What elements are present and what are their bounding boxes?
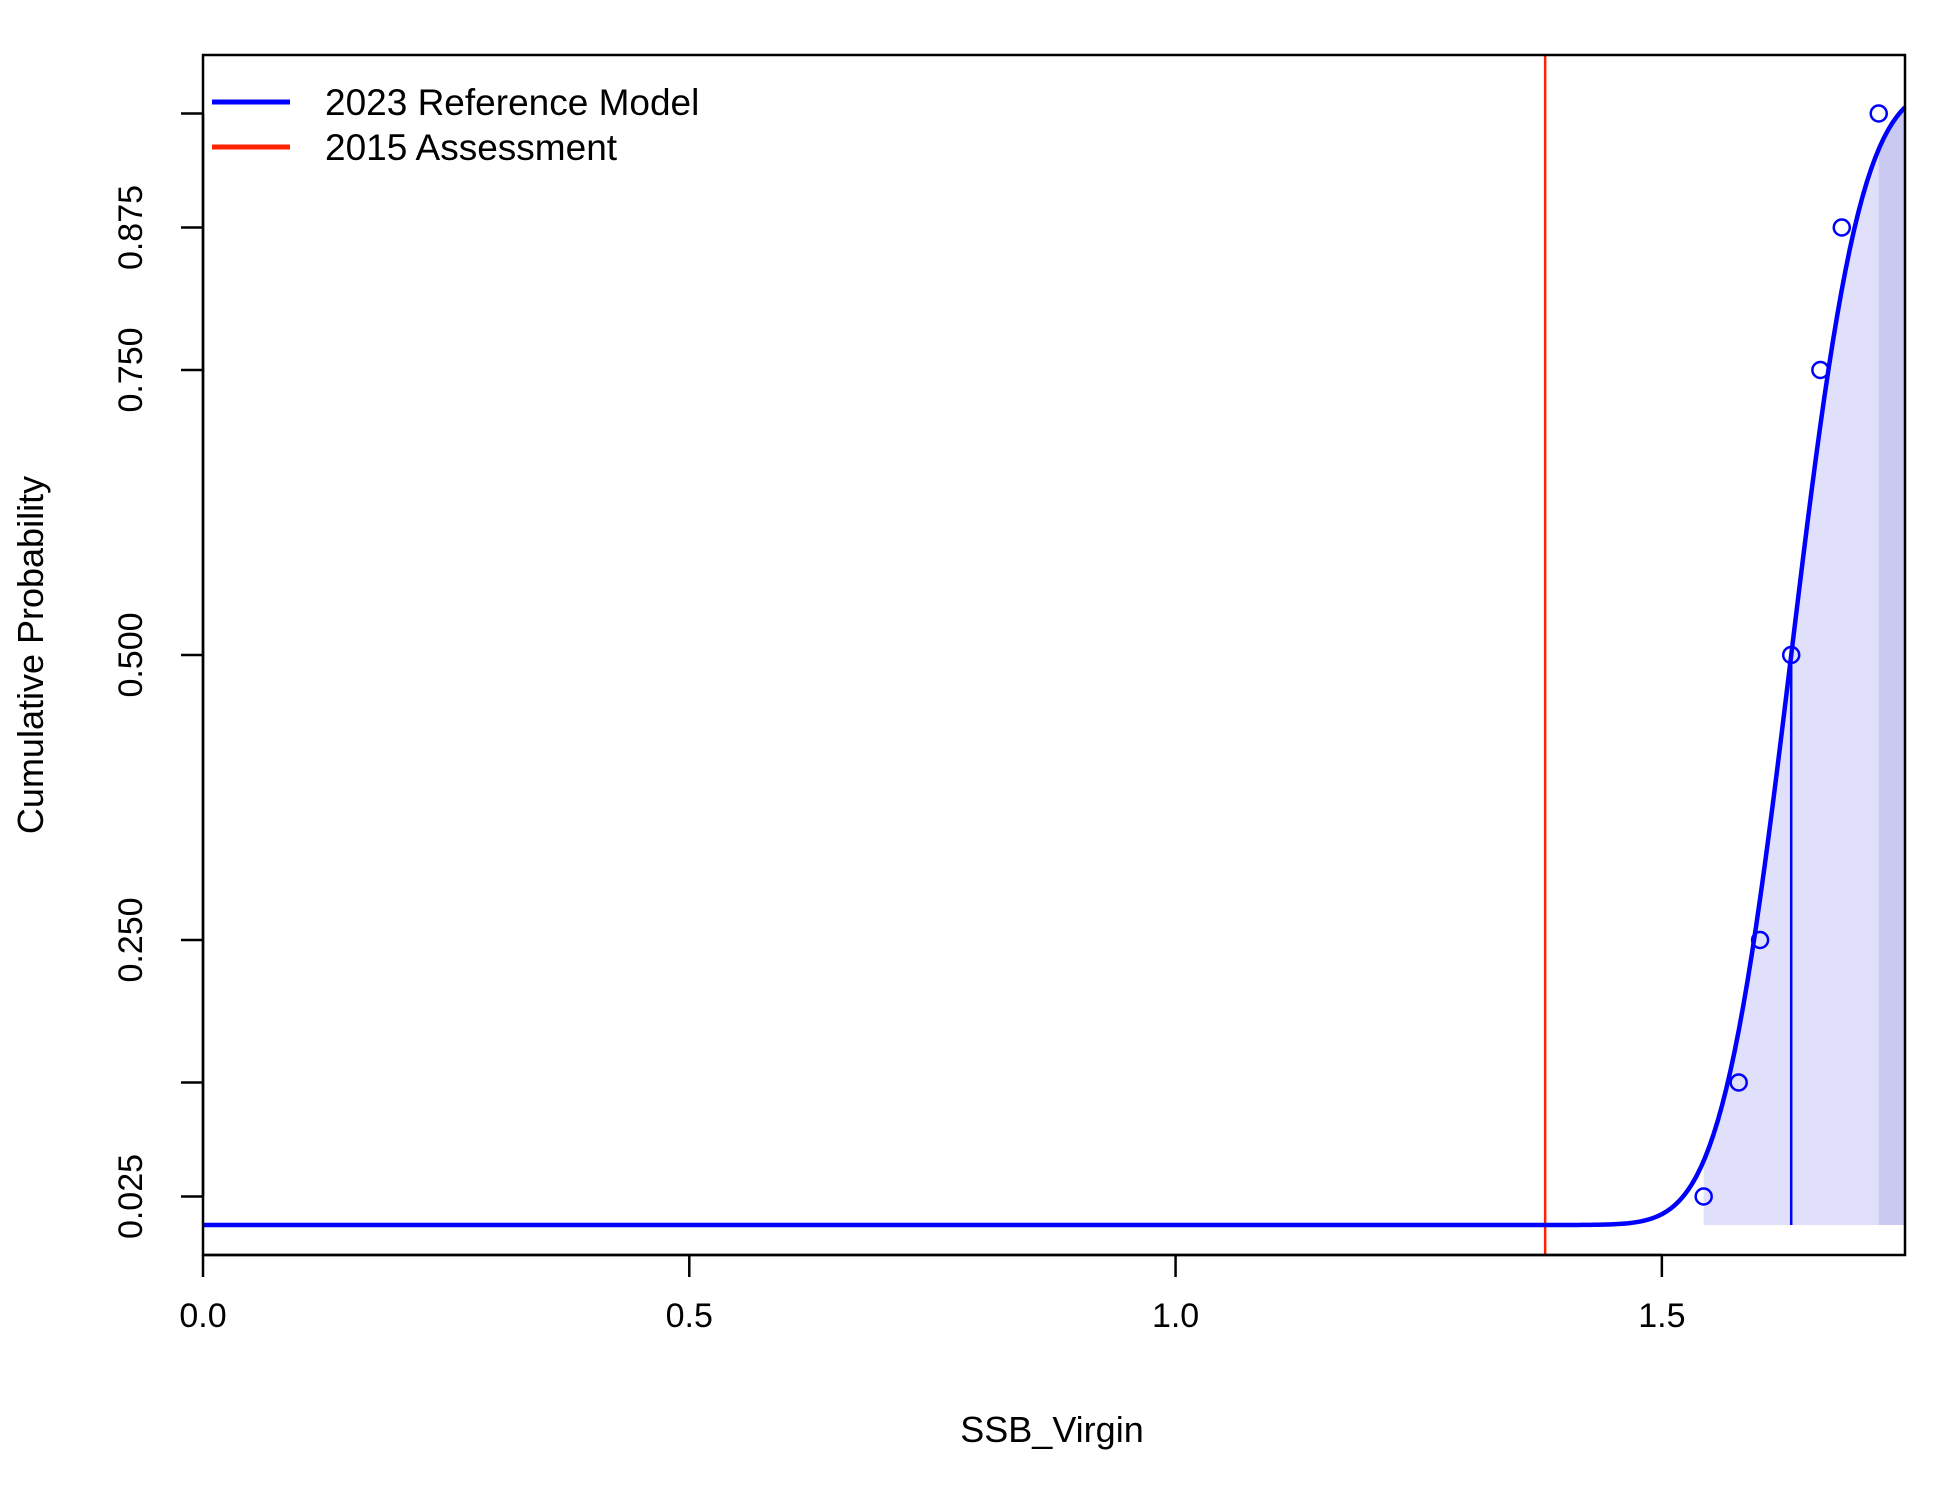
x-tick-label-0: 0.0 xyxy=(179,1297,226,1335)
legend-label-2015-assessment: 2015 Assessment xyxy=(325,127,618,168)
x-tick-label-2: 1.0 xyxy=(1152,1297,1199,1335)
y-tick-label-2: 0.250 xyxy=(112,897,150,982)
x-tick-label-1: 0.5 xyxy=(666,1297,713,1335)
quantile-point-0 xyxy=(1694,1187,1713,1206)
plot-frame xyxy=(201,53,1907,1257)
axes-layer: 0.0 0.5 1.0 1.5 0.025 0.250 0.500 0.750 0.875 xyxy=(112,112,1685,1335)
quantile-point-6 xyxy=(1869,104,1888,123)
quantile-point-2 xyxy=(1750,930,1770,950)
x-axis-title: SSB_Virgin xyxy=(960,1409,1143,1450)
quantile-point-5 xyxy=(1832,218,1852,237)
legend: 2023 Reference Model 2015 Assessment xyxy=(212,82,699,168)
legend-label-reference-model: 2023 Reference Model xyxy=(325,82,699,123)
quantile-point-3 xyxy=(1781,645,1801,665)
y-tick-label-3: 0.500 xyxy=(112,612,150,697)
quantile-point-1 xyxy=(1729,1073,1748,1092)
x-tick-label-3: 1.5 xyxy=(1638,1297,1685,1335)
y-tick-label-4: 0.750 xyxy=(112,327,150,412)
y-tick-label-5: 0.875 xyxy=(112,185,150,270)
quantile-point-layer xyxy=(1694,104,1888,1206)
quantile-point-4 xyxy=(1811,360,1830,380)
y-tick-label-0: 0.025 xyxy=(112,1154,150,1239)
reference-model-cdf-line xyxy=(203,105,1907,1228)
y-axis-title: Cumulative Probability xyxy=(10,476,51,834)
series-line-layer xyxy=(203,55,1907,1255)
probability-band-tail xyxy=(1878,107,1905,1226)
